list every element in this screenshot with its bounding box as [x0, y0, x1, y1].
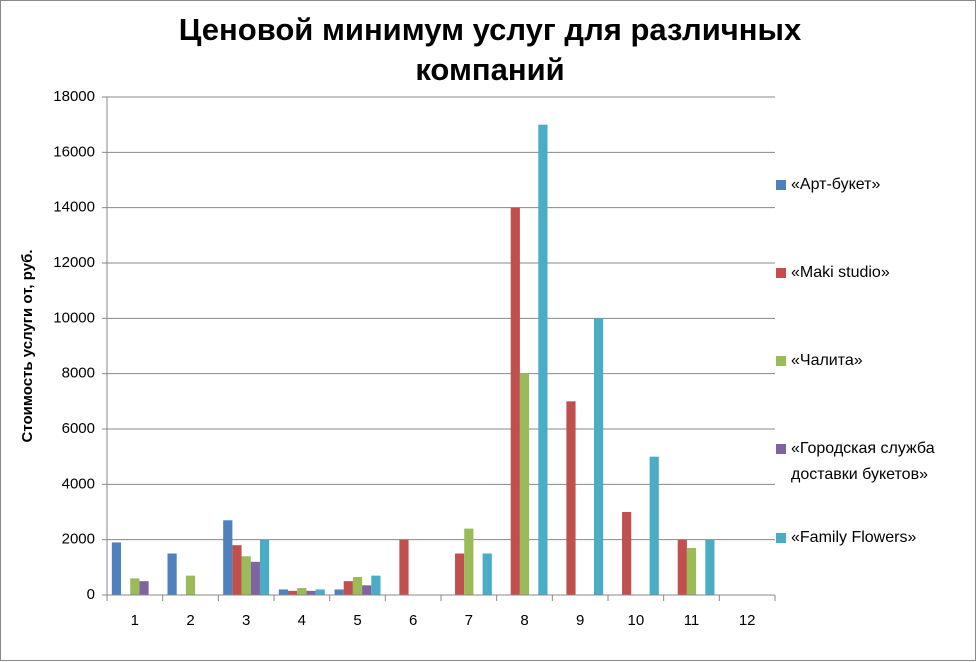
- bar: [464, 528, 474, 595]
- x-tick-label: 7: [465, 612, 473, 629]
- bar: [371, 575, 381, 595]
- x-tick-label: 9: [576, 612, 584, 629]
- legend-label: «Family Flowers»: [791, 529, 917, 546]
- y-tick-label: 6000: [62, 420, 95, 437]
- y-tick-label: 16000: [53, 143, 95, 160]
- y-tick-label: 8000: [62, 365, 95, 382]
- legend-swatch: [776, 356, 786, 366]
- bar: [538, 124, 548, 596]
- legend-label: «Maki studio»: [791, 264, 890, 281]
- bar: [677, 539, 687, 595]
- y-tick-label: 18000: [53, 88, 95, 105]
- bar: [334, 589, 344, 595]
- legend-label: «Чалита»: [791, 352, 863, 369]
- y-axis-label: Стоимость услуги от, руб.: [19, 249, 36, 442]
- bar: [343, 581, 353, 595]
- legend-label: «Арт-букет»: [791, 176, 881, 193]
- y-tick-label: 12000: [53, 254, 95, 271]
- y-tick-label: 0: [87, 586, 95, 603]
- chart-title: Ценовой минимум услуг для различных комп…: [178, 12, 802, 87]
- bar: [362, 585, 372, 595]
- bar: [288, 590, 298, 595]
- x-tick-label: 3: [242, 612, 250, 629]
- bar: [455, 553, 465, 595]
- x-tick-label: 1: [131, 612, 139, 629]
- bar: [232, 545, 242, 595]
- bar: [519, 373, 530, 595]
- legend-item: «Maki studio»: [776, 260, 966, 286]
- y-tick-label: 10000: [53, 309, 95, 326]
- bar: [352, 577, 363, 595]
- bar: [241, 556, 251, 595]
- bar: [315, 589, 325, 595]
- bar: [223, 520, 233, 595]
- bar: [622, 512, 632, 595]
- x-tick-label: 4: [298, 612, 306, 629]
- bar: [185, 575, 196, 595]
- x-tick-label: 12: [739, 612, 756, 629]
- bar: [686, 547, 697, 595]
- bar: [297, 588, 307, 595]
- x-tick-label: 11: [684, 612, 700, 629]
- bar: [482, 553, 492, 595]
- bar: [705, 539, 715, 595]
- bar: [566, 401, 576, 595]
- x-tick-label: 8: [520, 612, 528, 629]
- bar: [399, 539, 409, 595]
- bar: [111, 542, 122, 595]
- x-tick-label: 5: [353, 612, 361, 629]
- legend-swatch: [776, 268, 786, 278]
- x-tick-label: 6: [409, 612, 417, 629]
- legend-item: «Арт-букет»: [776, 172, 966, 198]
- legend-swatch: [776, 444, 786, 454]
- legend-swatch: [776, 533, 786, 543]
- bar: [130, 578, 140, 595]
- x-tick-label: 2: [186, 612, 194, 629]
- legend-swatch: [776, 180, 786, 190]
- bar: [649, 456, 659, 595]
- y-tick-label: 14000: [53, 199, 95, 216]
- bar: [510, 207, 520, 595]
- y-tick-label: 2000: [62, 531, 95, 548]
- bar: [278, 589, 289, 595]
- bar: [593, 318, 604, 595]
- bar: [167, 553, 177, 595]
- x-tick-label: 10: [627, 612, 644, 629]
- y-tick-label: 4000: [62, 475, 95, 492]
- bar: [139, 581, 149, 595]
- legend-item: «Чалита»: [776, 348, 966, 374]
- bar: [306, 590, 316, 595]
- legend-item: «Городская служба доставки букетов»: [776, 436, 966, 488]
- legend-label: «Городская служба доставки букетов»: [791, 440, 935, 483]
- legend-item: «Family Flowers»: [776, 525, 966, 551]
- bar: [259, 539, 270, 595]
- bar: [250, 561, 260, 595]
